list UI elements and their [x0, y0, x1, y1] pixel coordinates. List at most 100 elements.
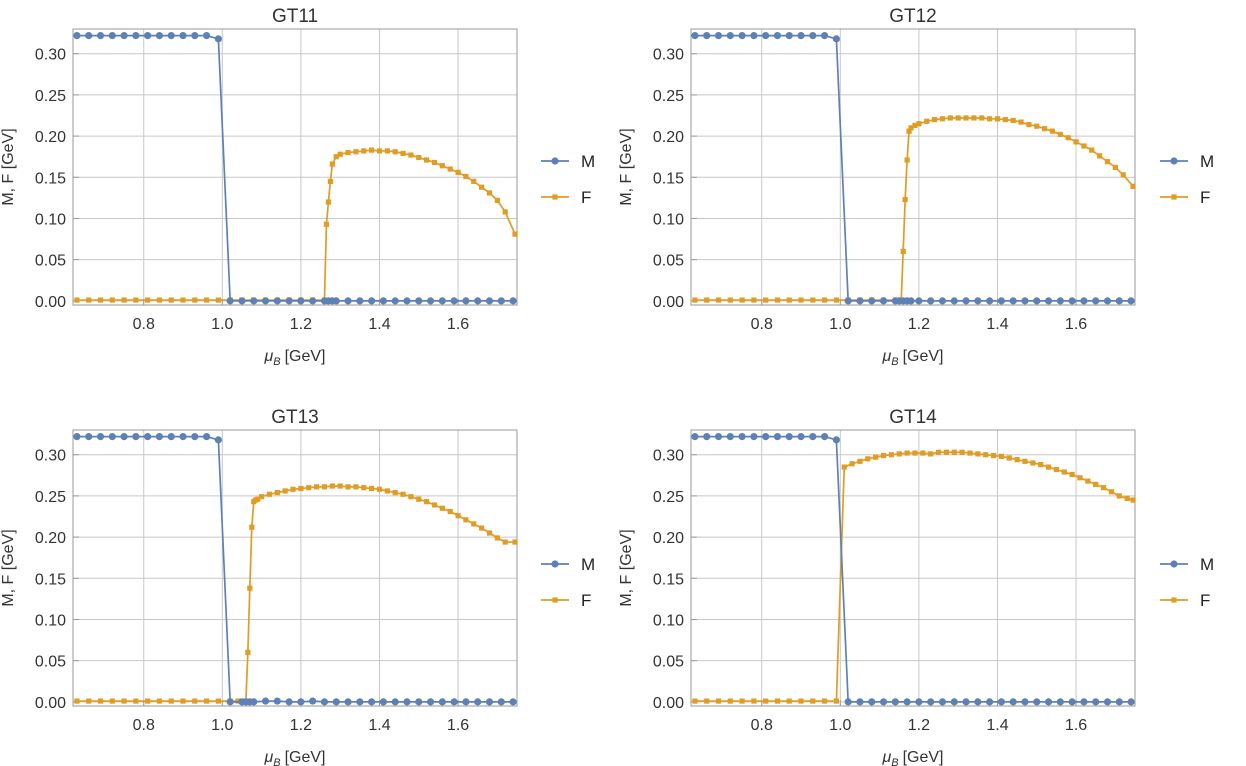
data-point-f: [798, 297, 804, 303]
data-point-m: [438, 698, 446, 706]
y-tick-label: 0.30: [653, 47, 684, 64]
y-tick-label: 0.00: [35, 294, 66, 311]
data-point-m: [891, 698, 899, 706]
data-point-f: [502, 209, 508, 215]
data-point-m: [809, 432, 817, 441]
data-point-f: [1030, 460, 1036, 466]
data-point-f: [916, 121, 922, 127]
data-point-m: [474, 297, 482, 305]
data-point-f: [180, 698, 186, 704]
data-point-f: [327, 178, 333, 185]
plot-frame: [72, 28, 518, 306]
data-point-f: [180, 297, 186, 303]
data-point-f: [865, 456, 871, 462]
data-point-f: [979, 115, 985, 121]
data-point-f: [715, 297, 722, 303]
data-point-f: [455, 169, 461, 175]
data-point-f: [274, 490, 280, 496]
data-point-m: [474, 698, 482, 706]
data-point-f: [857, 458, 863, 464]
data-point-m: [485, 297, 494, 305]
chart-panel-gt12: 0.8 1.0 1.2 1.4 1.6 0.00 0.05 0.10 0.15 0.20 0.25 0…: [618, 6, 1214, 368]
y-tick-label: 0.05: [35, 253, 66, 270]
data-point-m: [332, 297, 340, 305]
x-tick-label: 1.4: [368, 316, 390, 333]
data-point-m: [1115, 698, 1123, 706]
data-point-m: [144, 31, 152, 40]
data-point-m: [868, 698, 876, 706]
data-point-f: [479, 184, 485, 190]
data-point-f: [943, 449, 949, 455]
data-point-m: [167, 31, 175, 40]
data-point-m: [844, 698, 852, 706]
data-point-f: [1002, 117, 1008, 123]
data-point-f: [361, 485, 367, 491]
data-point-f: [774, 698, 781, 704]
data-point-f: [255, 496, 261, 502]
x-tick-label: 1.6: [447, 717, 469, 734]
data-point-f: [400, 150, 406, 157]
data-point-m: [950, 297, 958, 305]
data-point-m: [462, 297, 470, 305]
data-point-f: [392, 149, 398, 155]
data-point-f: [990, 452, 997, 459]
data-point-f: [408, 494, 414, 500]
data-point-m: [238, 297, 246, 305]
data-point-m: [703, 31, 711, 40]
y-tick-label: 0.25: [35, 489, 66, 506]
data-point-f: [168, 698, 174, 704]
data-point-f: [337, 151, 343, 157]
y-axis-label: M, F [GeV]: [618, 128, 635, 205]
data-point-m: [915, 297, 923, 305]
data-point-f: [133, 297, 139, 303]
y-tick-label: 0.20: [653, 530, 684, 547]
data-point-f: [821, 297, 828, 303]
data-point-m: [691, 31, 699, 40]
data-point-m: [797, 432, 805, 441]
data-point-m: [1127, 297, 1135, 305]
data-point-m: [85, 31, 93, 40]
x-tick-label: 1.0: [211, 316, 233, 333]
data-point-m: [1103, 297, 1112, 305]
data-point-f: [345, 484, 351, 490]
data-point-f: [109, 297, 115, 303]
data-point-f: [463, 173, 469, 180]
series-line-m: [694, 34, 1132, 302]
data-point-m: [1021, 297, 1029, 305]
data-point-m: [214, 436, 222, 444]
data-point-m: [379, 698, 388, 706]
data-point-m: [96, 432, 105, 441]
data-point-f: [486, 190, 493, 196]
data-point-f: [1049, 128, 1056, 134]
y-tick-label: 0.25: [653, 489, 684, 506]
data-point-f: [1077, 475, 1083, 481]
data-point-f: [329, 483, 335, 489]
x-tick-label: 0.8: [751, 717, 773, 734]
data-point-m: [250, 297, 258, 305]
data-point-m: [714, 31, 723, 40]
data-point-m: [1044, 698, 1053, 706]
data-point-m: [773, 31, 782, 40]
data-point-m: [962, 297, 970, 305]
data-point-m: [155, 432, 164, 441]
data-point-f: [479, 525, 485, 531]
data-point-f: [1022, 458, 1028, 464]
chart-title: GT12: [889, 6, 937, 27]
x-axis-label: μB [GeV]: [881, 348, 943, 368]
data-point-f: [353, 149, 359, 155]
legend-marker-f: [1171, 597, 1177, 603]
data-point-f: [203, 698, 210, 704]
data-point-f: [86, 297, 92, 303]
legend-label-f: F: [1200, 591, 1210, 610]
data-point-m: [285, 698, 293, 706]
data-point-m: [691, 432, 699, 441]
data-point-m: [927, 297, 935, 305]
data-point-f: [1069, 471, 1075, 478]
x-tick-label: 1.6: [1065, 717, 1087, 734]
data-point-m: [332, 698, 340, 706]
data-point-f: [692, 698, 698, 704]
data-point-f: [86, 698, 92, 704]
data-point-f: [463, 517, 469, 523]
data-point-f: [384, 148, 390, 154]
data-point-f: [873, 454, 879, 460]
